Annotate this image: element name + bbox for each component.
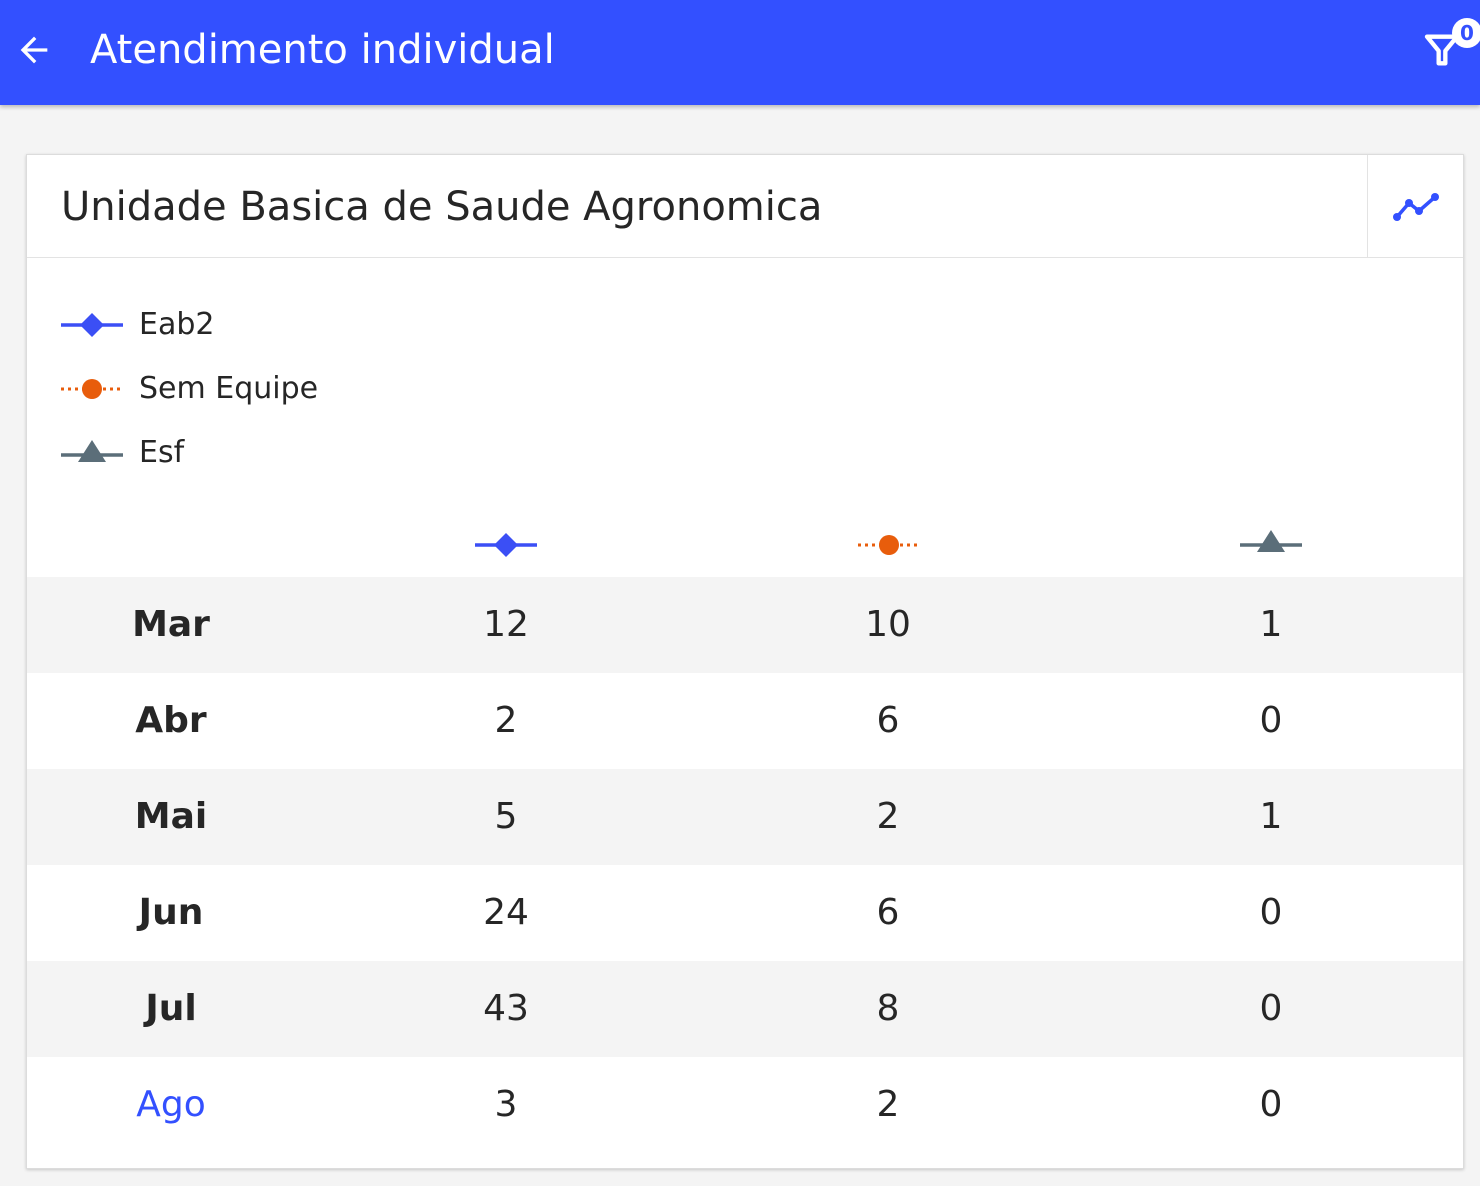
legend-label: Esf [139, 435, 185, 470]
legend-label: Eab2 [139, 307, 215, 342]
page-title: Atendimento individual [90, 27, 555, 73]
legend-item-eab2: Eab2 [59, 293, 459, 357]
month-cell: Mai [134, 796, 208, 837]
line-chart-icon [1392, 192, 1439, 221]
sem-equipe-value: 10 [865, 604, 911, 645]
circle-marker-icon [61, 379, 123, 399]
esf-value: 0 [1259, 700, 1283, 741]
legend: Eab2 Sem Equipe Esf [59, 293, 459, 485]
sem-equipe-value: 2 [876, 796, 900, 837]
arrow-left-icon [20, 36, 48, 64]
esf-value: 0 [1259, 892, 1283, 933]
eab2-value: 43 [483, 988, 529, 1029]
table-row: Mar 12 10 1 [27, 577, 1463, 673]
filter-count-badge: 0 [1452, 18, 1480, 48]
table-row: Jul 43 8 0 [27, 961, 1463, 1057]
unit-card: Unidade Basica de Saude Agronomica Eab2 [26, 154, 1464, 1169]
esf-value: 1 [1259, 796, 1283, 837]
triangle-marker-icon [1240, 530, 1302, 552]
chart-toggle-button[interactable] [1367, 155, 1463, 258]
data-table: Mar 12 10 1 Abr 2 6 0 Mai 5 2 1 Jun 24 6… [27, 577, 1463, 1153]
table-row: Abr 2 6 0 [27, 673, 1463, 769]
table-row: Ago 3 2 0 [27, 1057, 1463, 1153]
month-cell-current[interactable]: Ago [136, 1084, 206, 1125]
table-row: Mai 5 2 1 [27, 769, 1463, 865]
month-cell: Jun [138, 892, 204, 933]
eab2-value: 5 [494, 796, 518, 837]
eab2-value: 12 [483, 604, 529, 645]
triangle-marker-icon [61, 440, 123, 462]
sem-equipe-value: 8 [876, 988, 900, 1029]
esf-value: 1 [1259, 604, 1283, 645]
sem-equipe-value: 2 [876, 1084, 900, 1125]
diamond-marker-icon [61, 313, 123, 337]
eab2-value: 3 [494, 1084, 518, 1125]
esf-value: 0 [1259, 988, 1283, 1029]
month-cell: Abr [135, 700, 207, 741]
table-row: Jun 24 6 0 [27, 865, 1463, 961]
unit-title: Unidade Basica de Saude Agronomica [61, 184, 823, 230]
eab2-value: 2 [494, 700, 518, 741]
card-header: Unidade Basica de Saude Agronomica [27, 155, 1463, 258]
legend-label: Sem Equipe [139, 371, 319, 406]
table-header [27, 513, 1463, 577]
back-button[interactable] [8, 22, 60, 78]
sem-equipe-value: 6 [876, 700, 900, 741]
sem-equipe-value: 6 [876, 892, 900, 933]
diamond-marker-icon [475, 533, 537, 557]
app-bar: Atendimento individual 0 [0, 0, 1480, 105]
month-cell: Mar [132, 604, 210, 645]
legend-item-sem-equipe: Sem Equipe [59, 357, 459, 421]
legend-item-esf: Esf [59, 421, 459, 485]
month-cell: Jul [145, 988, 197, 1029]
filter-button[interactable]: 0 [1420, 10, 1480, 74]
eab2-value: 24 [483, 892, 529, 933]
circle-marker-icon [858, 535, 920, 555]
esf-value: 0 [1259, 1084, 1283, 1125]
